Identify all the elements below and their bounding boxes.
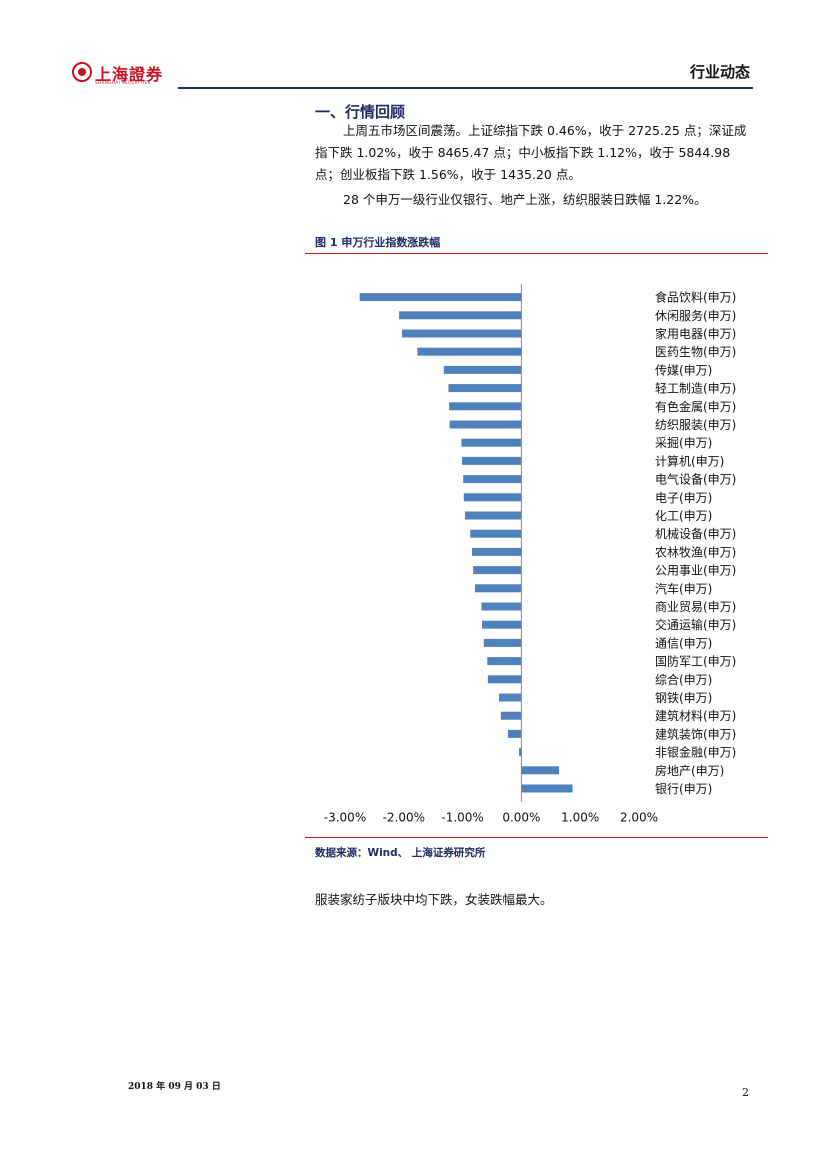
category-label: 国防军工(申万) [655,654,736,669]
category-label: 商业贸易(申万) [655,599,736,614]
bar-7 [449,402,522,411]
x-tick-labels: -3.00% -2.00% -1.00% 0.00% 1.00% 2.00% [324,811,658,825]
company-logo: 上海證券 SHANGHAI SECURITIES [72,60,172,88]
bar-3 [402,329,522,338]
bar-23 [499,693,522,702]
bar-5 [443,365,522,374]
bar-19 [482,620,522,629]
category-label: 综合(申万) [655,672,712,687]
category-label: 通信(申万) [655,636,712,650]
bar-2 [399,311,522,320]
x-tick-label: 1.00% [561,811,599,825]
category-label: 非银金融(申万) [655,745,736,760]
category-label: 轻工制造(申万) [655,382,736,396]
header-title: 行业动态 [689,63,750,81]
category-label: 医药生物(申万) [655,345,736,359]
x-tick-label: -3.00% [324,811,366,825]
category-label: 交通运输(申万) [655,617,736,632]
category-label: 银行(申万) [655,782,712,796]
category-label: 机械设备(申万) [655,526,736,541]
category-label: 传媒(申万) [655,362,712,377]
bar-24 [500,711,522,720]
category-label: 汽车(申万) [655,581,712,596]
bar-15 [472,547,522,556]
figure-top-rule [305,253,768,254]
bar-10 [462,456,522,465]
category-label: 电子(申万) [655,491,712,505]
apparel-paragraph: 服装家纺子版块中均下跌，女装跌幅最大。 [315,892,553,907]
bar-21 [487,657,522,666]
bar-16 [473,566,522,575]
market-review-paragraph: 上周五市场区间震荡。上证综指下跌 0.46%，收于 2725.25 点；深证成指… [315,123,747,182]
page-number: 2 [742,1086,749,1099]
x-tick-label: -2.00% [383,811,425,825]
category-labels: 食品饮料(申万) 休闲服务(申万) 家用电器(申万) 医药生物(申万) 传媒(申万) 轻工… [655,290,736,796]
category-label: 钢铁(申万) [655,691,712,705]
bars-layer [359,293,573,793]
bar-27 [521,766,560,775]
category-label: 农林牧渔(申万) [655,545,736,559]
bar-20 [483,638,522,647]
category-label: 房地产(申万) [655,763,724,778]
industry-change-bar-chart: -3.00% -2.00% -1.00% 0.00% 1.00% 2.00% 食品饮料(申… [324,284,736,825]
header-divider [178,87,753,89]
industry-summary-paragraph: 28 个申万一级行业仅银行、地产上涨，纺织服装日跌幅 1.22%。 [343,192,707,207]
category-label: 计算机(申万) [655,453,724,468]
category-label: 电气设备(申万) [655,472,736,487]
category-label: 家用电器(申万) [655,326,736,341]
x-tick-label: 0.00% [502,811,540,825]
x-tick-label: -1.00% [441,811,483,825]
logo-subtext: SHANGHAI SECURITIES [95,80,151,85]
category-label: 建筑材料(申万) [655,708,736,723]
bar-4 [417,347,522,356]
x-tick-label: 2.00% [620,811,658,825]
bar-26 [519,748,522,757]
section-heading: 一、行情回顾 [315,103,406,121]
bar-28 [521,784,573,793]
bar-25 [507,729,522,738]
logo-emblem-icon [72,62,92,82]
bar-9 [461,438,522,447]
category-label: 休闲服务(申万) [655,308,736,323]
category-label: 纺织服装(申万) [655,418,736,432]
logo-text: 上海證券 [95,65,164,84]
bar-18 [481,602,522,611]
bar-14 [470,529,522,538]
category-label: 食品饮料(申万) [655,290,736,305]
bar-13 [464,511,522,520]
category-label: 建筑装饰(申万) [655,726,736,741]
figure-title: 图 1 申万行业指数涨跌幅 [315,236,441,249]
figure-bottom-rule [305,837,768,838]
bar-1 [359,293,522,302]
category-label: 采掘(申万) [655,435,712,450]
footer-date: 2018 年 09 月 03 日 [128,1082,221,1092]
category-label: 化工(申万) [655,509,712,523]
bar-11 [463,475,522,484]
bar-6 [448,384,522,393]
category-label: 公用事业(申万) [655,564,736,578]
data-source-note: 数据来源：Wind、 上海证券研究所 [315,847,486,859]
category-label: 有色金属(申万) [655,399,736,414]
bar-12 [463,493,522,502]
bar-8 [449,420,522,429]
bar-22 [487,675,522,684]
bar-17 [474,584,522,593]
